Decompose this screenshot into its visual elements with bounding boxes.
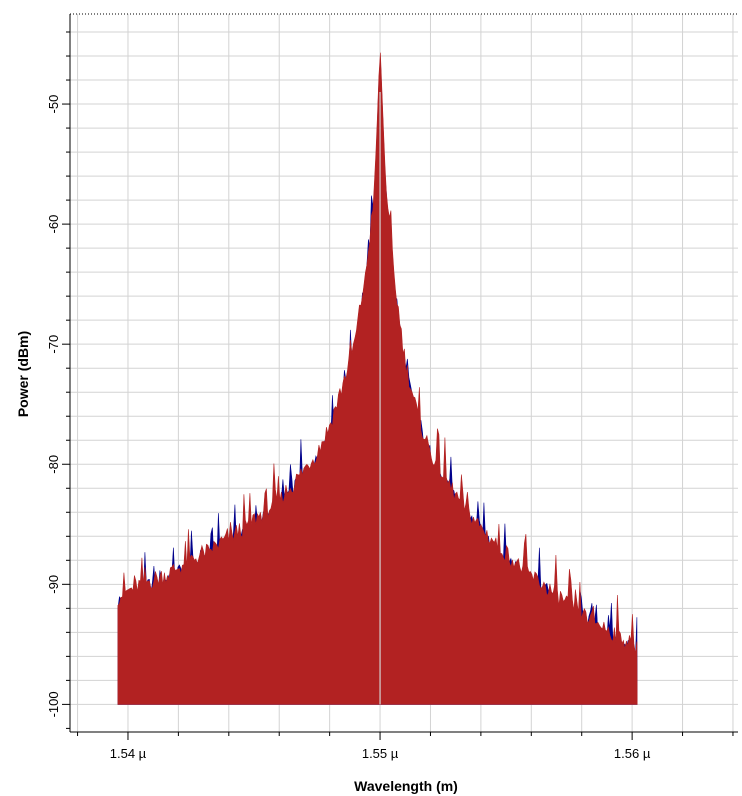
y-tick-label: -70 [46, 335, 61, 354]
x-axis-title: Wavelength (m) [354, 778, 458, 794]
x-tick-label: 1.56 µ [614, 746, 651, 761]
tick-labels: 1.54 µ 1.55 µ 1.56 µ -50 -60 -70 -80 -90 -100 [46, 95, 651, 761]
x-tick-label: 1.54 µ [110, 746, 147, 761]
series-area-1 [117, 52, 638, 705]
series-layer [117, 52, 638, 705]
y-tick-label: -90 [46, 575, 61, 594]
y-tick-label: -100 [46, 691, 61, 717]
axes [62, 13, 738, 740]
y-tick-label: -50 [46, 95, 61, 114]
y-tick-label: -80 [46, 455, 61, 474]
y-tick-label: -60 [46, 215, 61, 234]
x-tick-label: 1.55 µ [362, 746, 399, 761]
y-axis-title: Power (dBm) [15, 331, 31, 417]
